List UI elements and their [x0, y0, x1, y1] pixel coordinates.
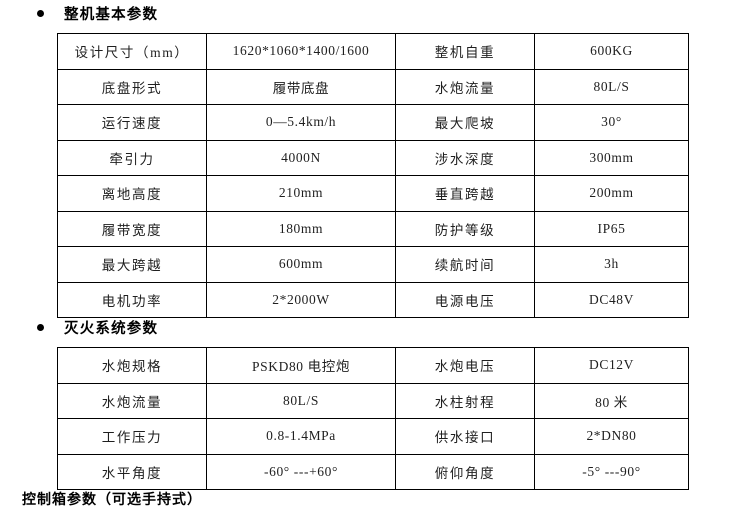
table-row: 底盘形式 履带底盘 水炮流量 80L/S — [57, 68, 689, 105]
cell-label: 水炮流量 — [57, 382, 207, 419]
cell-label: 供水接口 — [395, 418, 535, 455]
cell-value: 0.8-1.4MPa — [206, 418, 396, 455]
cell-value: IP65 — [534, 210, 689, 247]
cell-label: 水炮规格 — [57, 347, 207, 384]
cell-value: 2*2000W — [206, 281, 396, 318]
cell-value: -5° ---90° — [534, 453, 689, 490]
cell-label: 工作压力 — [57, 418, 207, 455]
cell-label: 电机功率 — [57, 281, 207, 318]
cell-label: 最大爬坡 — [395, 104, 535, 141]
table-row: 设计尺寸（mm） 1620*1060*1400/1600 整机自重 600KG — [57, 33, 689, 70]
cell-label: 最大跨越 — [57, 246, 207, 283]
cell-label: 水炮流量 — [395, 68, 535, 105]
cell-label: 水平角度 — [57, 453, 207, 490]
cell-label: 设计尺寸（mm） — [57, 33, 207, 70]
cell-label: 续航时间 — [395, 246, 535, 283]
cell-label: 水炮电压 — [395, 347, 535, 384]
table-row: 水平角度 -60° ---+60° 俯仰角度 -5° ---90° — [57, 453, 689, 490]
table-row: 牵引力 4000N 涉水深度 300mm — [57, 139, 689, 176]
cell-value: 80L/S — [534, 68, 689, 105]
cell-value: 3h — [534, 246, 689, 283]
bullet-dot-icon — [37, 10, 44, 17]
table-row: 最大跨越 600mm 续航时间 3h — [57, 246, 689, 283]
cell-value: 180mm — [206, 210, 396, 247]
table-row: 水炮规格 PSKD80 电控炮 水炮电压 DC12V — [57, 347, 689, 384]
cell-value: 80L/S — [206, 382, 396, 419]
table-row: 水炮流量 80L/S 水柱射程 80 米 — [57, 382, 689, 419]
cell-value: 300mm — [534, 139, 689, 176]
cell-label: 底盘形式 — [57, 68, 207, 105]
bullet-dot-icon — [37, 324, 44, 331]
section-heading-label: 灭火系统参数 — [64, 321, 159, 337]
table-row: 电机功率 2*2000W 电源电压 DC48V — [57, 281, 689, 318]
cell-label: 涉水深度 — [395, 139, 535, 176]
cell-label: 整机自重 — [395, 33, 535, 70]
cell-value: DC12V — [534, 347, 689, 384]
cell-value: 30° — [534, 104, 689, 141]
section-heading-label: 整机基本参数 — [64, 7, 159, 23]
cell-label: 牵引力 — [57, 139, 207, 176]
cell-label: 俯仰角度 — [395, 453, 535, 490]
table-row: 离地高度 210mm 垂直跨越 200mm — [57, 175, 689, 212]
cell-label: 水柱射程 — [395, 382, 535, 419]
cell-value: PSKD80 电控炮 — [206, 347, 396, 384]
cell-value: 600mm — [206, 246, 396, 283]
cell-value: 200mm — [534, 175, 689, 212]
table-basic-params: 设计尺寸（mm） 1620*1060*1400/1600 整机自重 600KG … — [57, 33, 689, 318]
cell-value: 80 米 — [534, 382, 689, 419]
section-heading-basic-params: 整机基本参数 — [37, 3, 158, 24]
cell-value: 4000N — [206, 139, 396, 176]
table-fire-system-params: 水炮规格 PSKD80 电控炮 水炮电压 DC12V 水炮流量 80L/S 水柱… — [57, 347, 689, 490]
section-heading-control-box-params: 控制箱参数（可选手持式） — [22, 492, 202, 508]
cell-label: 履带宽度 — [57, 210, 207, 247]
section-heading-fire-system-params: 灭火系统参数 — [37, 317, 158, 338]
cell-value: 210mm — [206, 175, 396, 212]
table-row: 工作压力 0.8-1.4MPa 供水接口 2*DN80 — [57, 418, 689, 455]
cell-value: -60° ---+60° — [206, 453, 396, 490]
table-row: 履带宽度 180mm 防护等级 IP65 — [57, 210, 689, 247]
cell-value: 1620*1060*1400/1600 — [206, 33, 396, 70]
cell-value: 2*DN80 — [534, 418, 689, 455]
cell-label: 电源电压 — [395, 281, 535, 318]
cell-value: DC48V — [534, 281, 689, 318]
cell-value: 0—5.4km/h — [206, 104, 396, 141]
cell-label: 运行速度 — [57, 104, 207, 141]
cell-value: 600KG — [534, 33, 689, 70]
cell-label: 垂直跨越 — [395, 175, 535, 212]
cell-value: 履带底盘 — [206, 68, 396, 105]
cell-label: 防护等级 — [395, 210, 535, 247]
table-row: 运行速度 0—5.4km/h 最大爬坡 30° — [57, 104, 689, 141]
cell-label: 离地高度 — [57, 175, 207, 212]
